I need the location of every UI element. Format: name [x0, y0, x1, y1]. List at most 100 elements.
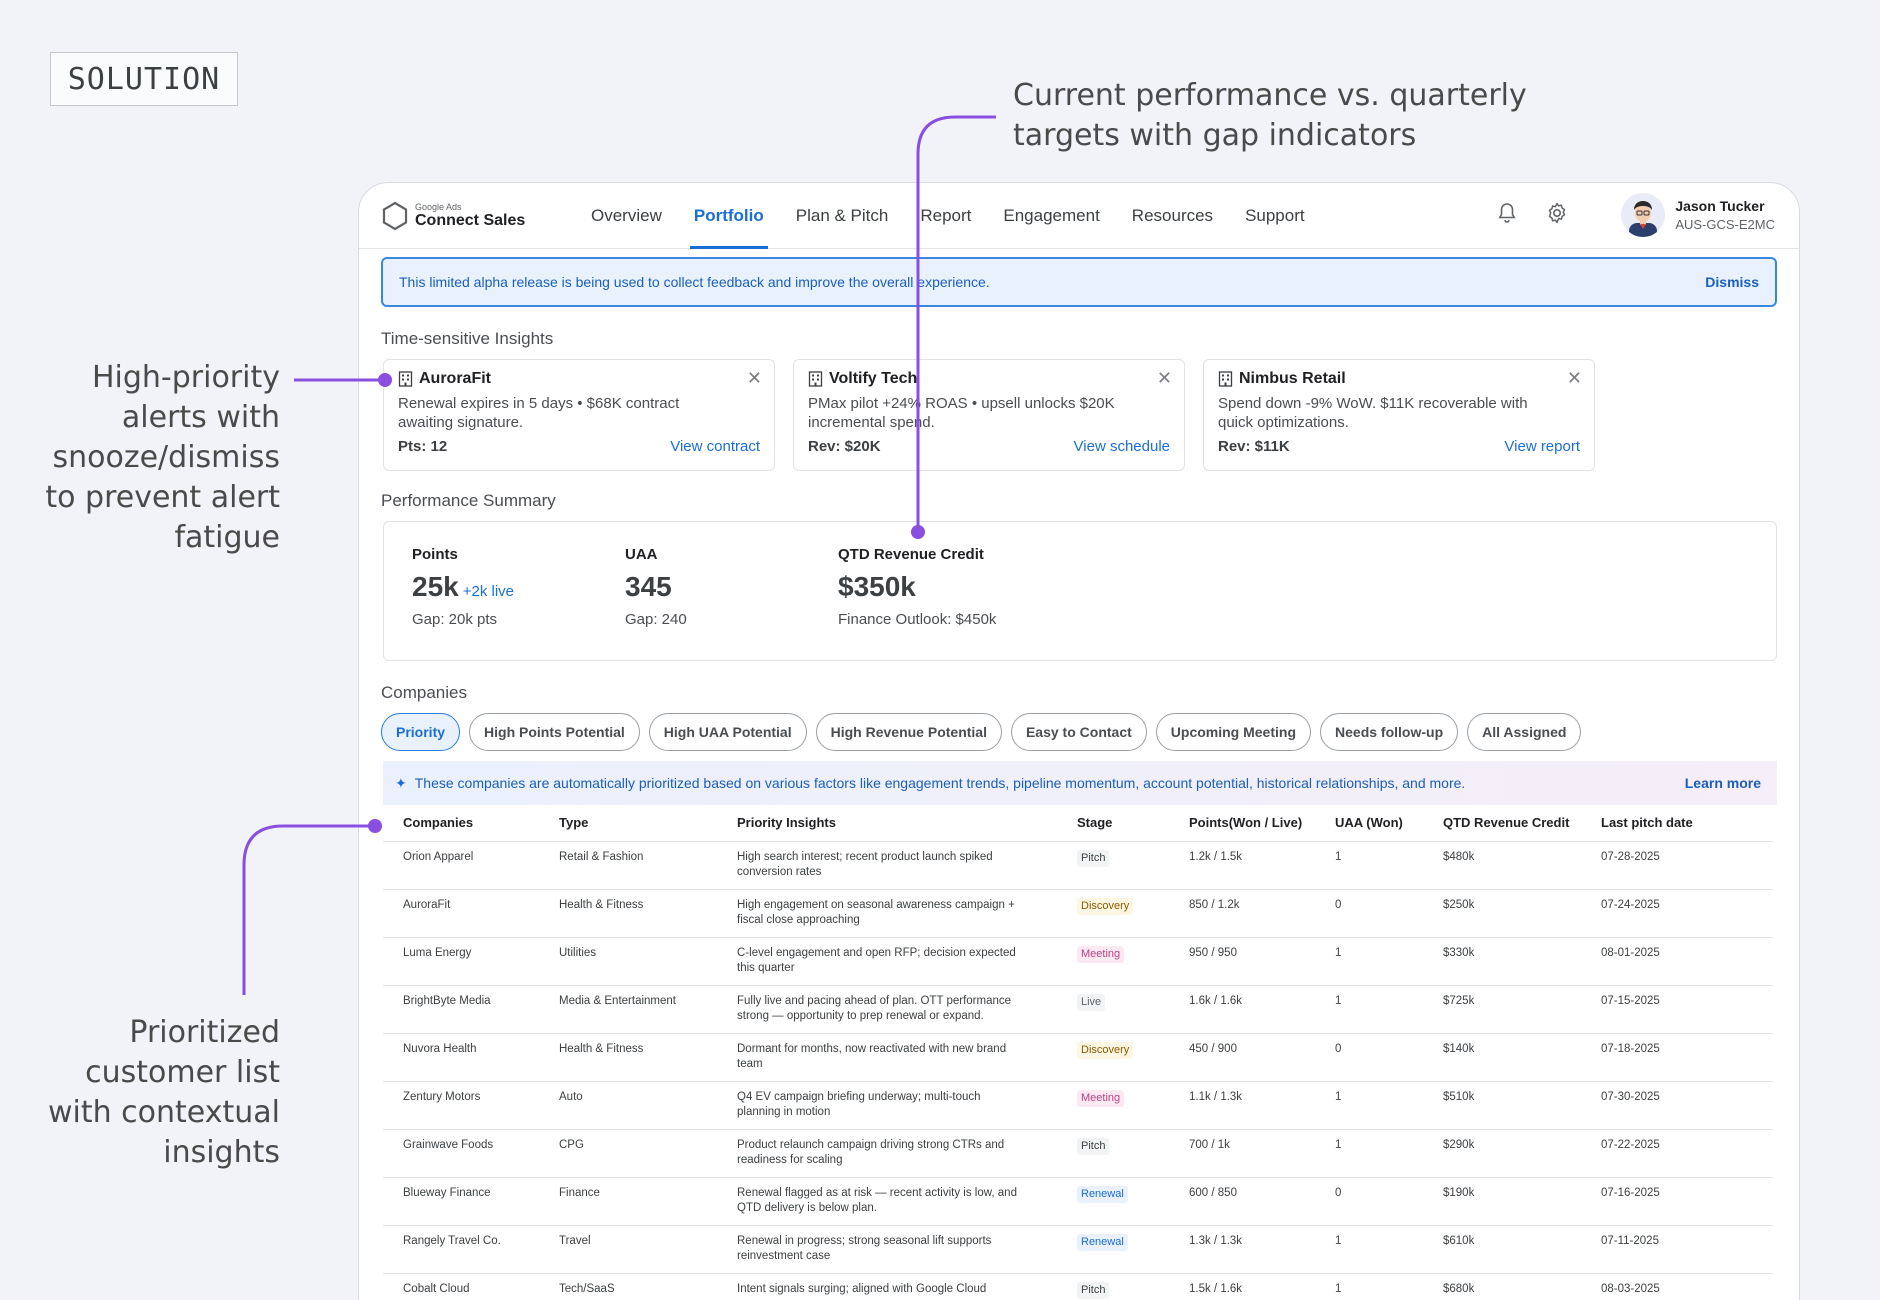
table-row[interactable]: BrightByte Media Media & Entertainment Ful… [383, 985, 1773, 1034]
stage-badge: Discovery [1077, 1041, 1134, 1059]
table-row[interactable]: Cobalt Cloud Tech/SaaS Intent signals surg… [383, 1273, 1773, 1300]
uaa-cell: 1 [1315, 1081, 1423, 1130]
company-cell: AuroraFit [383, 889, 539, 938]
column-header[interactable]: Priority Insights [717, 805, 1057, 842]
table-row[interactable]: Blueway Finance Finance Renewal flagged as… [383, 1177, 1773, 1226]
nav-report[interactable]: Report [920, 205, 972, 225]
close-icon[interactable]: ✕ [746, 368, 762, 388]
bell-icon[interactable] [1495, 201, 1519, 225]
points-cell: 600 / 850 [1169, 1177, 1315, 1226]
insight-cell: Fully live and pacing ahead of plan. OTT… [717, 985, 1057, 1034]
user-menu[interactable]: Jason Tucker AUS-GCS-E2MC [1621, 193, 1775, 237]
table-row[interactable]: AuroraFit Health & Fitness High engagement… [383, 889, 1773, 938]
insight-cell: Renewal flagged as at risk — recent acti… [717, 1177, 1057, 1226]
company-cell: Rangely Travel Co. [383, 1225, 539, 1274]
annotation-performance: Current performance vs. quarterly target… [1013, 78, 1527, 153]
close-icon[interactable]: ✕ [1566, 368, 1582, 388]
chip-high-revenue[interactable]: High Revenue Potential [815, 713, 1002, 751]
chip-priority[interactable]: Priority [381, 713, 461, 751]
revenue-cell: $190k [1423, 1177, 1581, 1226]
nav-plan-pitch[interactable]: Plan & Pitch [795, 205, 889, 225]
column-header[interactable]: UAA (Won) [1315, 805, 1423, 842]
nav-support[interactable]: Support [1245, 205, 1305, 225]
chip-high-uaa[interactable]: High UAA Potential [648, 713, 807, 751]
chip-upcoming-meeting[interactable]: Upcoming Meeting [1155, 713, 1312, 751]
view-report-link[interactable]: View report [1504, 438, 1580, 455]
points-cell: 1.3k / 1.3k [1169, 1225, 1315, 1274]
column-header[interactable]: Points(Won / Live) [1169, 805, 1315, 842]
revenue-cell: $290k [1423, 1129, 1581, 1178]
points-cell: 1.1k / 1.3k [1169, 1081, 1315, 1130]
column-header[interactable]: QTD Revenue Credit [1423, 805, 1581, 842]
insight-meta: Rev: $11K [1218, 438, 1290, 455]
uaa-cell: 1 [1315, 1129, 1423, 1178]
type-cell: Travel [539, 1225, 717, 1274]
learn-more-link[interactable]: Learn more [1684, 775, 1761, 791]
company-cell: Orion Apparel [383, 841, 539, 890]
table-row[interactable]: Rangely Travel Co. Travel Renewal in progr… [383, 1225, 1773, 1274]
sparkle-icon: ✦ [395, 774, 407, 791]
table-row[interactable]: Orion Apparel Retail & Fashion High search… [383, 841, 1773, 890]
type-cell: Media & Entertainment [539, 985, 717, 1034]
chip-high-points[interactable]: High Points Potential [469, 713, 640, 751]
company-cell: Nuvora Health [383, 1033, 539, 1082]
insight-cell: Renewal in progress; strong seasonal lif… [717, 1225, 1057, 1274]
revenue-cell: $250k [1423, 889, 1581, 938]
insight-cell: Product relaunch campaign driving strong… [717, 1129, 1057, 1178]
banner-text: This limited alpha release is being used… [399, 274, 990, 290]
insight-meta: Pts: 12 [398, 438, 448, 455]
type-cell: Utilities [539, 937, 717, 986]
dismiss-button[interactable]: Dismiss [1705, 274, 1759, 290]
chip-all-assigned[interactable]: All Assigned [1467, 713, 1582, 751]
chip-needs-follow-up[interactable]: Needs follow-up [1320, 713, 1459, 751]
annotation-alerts: High-priority alerts with snooze/dismiss… [45, 360, 280, 555]
close-icon[interactable]: ✕ [1156, 368, 1172, 388]
hexagon-logo-icon [382, 201, 408, 230]
metric-label: QTD Revenue Credit [838, 546, 984, 563]
insight-meta: Rev: $20K [808, 438, 881, 455]
nav-portfolio[interactable]: Portfolio [678, 183, 780, 249]
view-contract-link[interactable]: View contract [670, 438, 760, 455]
table-header: Companies Type Priority Insights Stage P… [383, 805, 1773, 842]
column-header[interactable]: Stage [1057, 805, 1169, 842]
points-cell: 1.5k / 1.6k [1169, 1273, 1315, 1300]
avatar [1621, 193, 1666, 237]
nav-resources[interactable]: Resources [1131, 205, 1214, 225]
app-window: Google Ads Connect Sales Overview Portfo… [358, 182, 1800, 1300]
stage-cell: Pitch [1057, 1273, 1169, 1300]
column-header[interactable]: Type [539, 805, 717, 842]
stage-cell: Meeting [1057, 937, 1169, 986]
nav-overview[interactable]: Overview [591, 205, 662, 225]
insight-company: AuroraFit [419, 370, 491, 387]
date-cell: 07-28-2025 [1581, 841, 1773, 890]
column-header[interactable]: Companies [383, 805, 539, 842]
companies-table: Companies Type Priority Insights Stage P… [383, 805, 1773, 1300]
revenue-cell: $330k [1423, 937, 1581, 986]
chip-easy-contact[interactable]: Easy to Contact [1010, 713, 1147, 751]
metric-revenue: QTD Revenue Credit $350k Finance Outlook… [838, 546, 1098, 636]
stage-badge: Meeting [1077, 945, 1125, 963]
points-cell: 700 / 1k [1169, 1129, 1315, 1178]
uaa-cell: 0 [1315, 1033, 1423, 1082]
type-cell: Health & Fitness [539, 889, 717, 938]
uaa-cell: 1 [1315, 1225, 1423, 1274]
stage-badge: Renewal [1077, 1233, 1128, 1251]
table-row[interactable]: Luma Energy Utilities C-level engagement a… [383, 937, 1773, 986]
metric-value: $350k [838, 571, 916, 602]
table-row[interactable]: Zentury Motors Auto Q4 EV campaign briefin… [383, 1081, 1773, 1130]
nav-engagement[interactable]: Engagement [1003, 205, 1100, 225]
table-row[interactable]: Nuvora Health Health & Fitness Dormant for… [383, 1033, 1773, 1082]
performance-summary: Points 25k +2k live Gap: 20k pts UAA 345 … [383, 521, 1777, 661]
date-cell: 07-22-2025 [1581, 1129, 1773, 1178]
stage-cell: Discovery [1057, 1033, 1169, 1082]
table-row[interactable]: Grainwave Foods CPG Product relaunch campa… [383, 1129, 1773, 1178]
view-schedule-link[interactable]: View schedule [1073, 438, 1170, 455]
company-cell: Blueway Finance [383, 1177, 539, 1226]
column-header[interactable]: Last pitch date [1581, 805, 1773, 842]
revenue-cell: $725k [1423, 985, 1581, 1034]
type-cell: Auto [539, 1081, 717, 1130]
app-logo[interactable]: Google Ads Connect Sales [381, 201, 551, 231]
type-cell: Health & Fitness [539, 1033, 717, 1082]
insights-title: Time-sensitive Insights [381, 329, 554, 348]
gear-icon[interactable] [1545, 201, 1569, 225]
